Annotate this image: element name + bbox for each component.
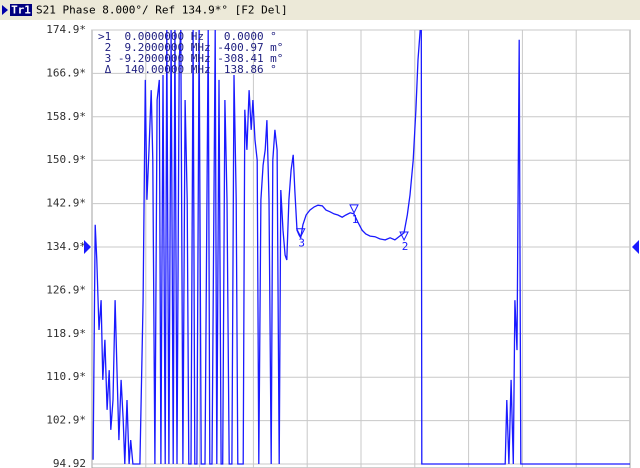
marker-readout: Δ 140.00000 MHz 138.86 ° — [98, 63, 277, 76]
reference-arrow-left — [84, 240, 91, 254]
marker-triangle — [295, 228, 306, 238]
y-tick-label: 142.9* — [46, 197, 86, 210]
y-tick-label: 110.9* — [46, 370, 86, 383]
y-tick-label: 118.9* — [46, 327, 86, 340]
trace-line — [92, 30, 630, 465]
y-tick-label: 126.9* — [46, 283, 86, 296]
y-tick-label: 174.9* — [46, 23, 86, 36]
y-tick-label: 102.9* — [46, 414, 86, 427]
marker-readout: 2 9.2000000 MHz -400.97 m° — [98, 41, 283, 54]
y-tick-label: 166.9* — [46, 66, 86, 79]
header-bar — [0, 0, 640, 20]
y-tick-label: 134.9* — [46, 240, 86, 253]
marker-label: 3 — [298, 237, 305, 250]
marker-label: 1 — [352, 213, 359, 226]
marker-readout: 3 -9.2000000 MHz -308.41 m° — [98, 52, 283, 65]
active-trace-arrow — [2, 5, 8, 15]
trace-badge — [10, 4, 32, 16]
marker-label: 2 — [402, 240, 409, 253]
marker-triangle — [349, 204, 359, 214]
marker-triangle — [399, 231, 409, 242]
y-tick-label: 94.92 — [53, 457, 86, 468]
marker-readout: >1 0.0000000 Hz 0.0000 ° — [98, 30, 277, 43]
trace-title: S21 Phase 8.000°/ Ref 134.9*° [F2 Del] — [36, 4, 288, 17]
y-tick-label: 150.9* — [46, 153, 86, 166]
y-tick-label: 158.9* — [46, 110, 86, 123]
trace-label: Tr1 — [11, 4, 31, 17]
reference-arrow-right — [632, 240, 639, 254]
